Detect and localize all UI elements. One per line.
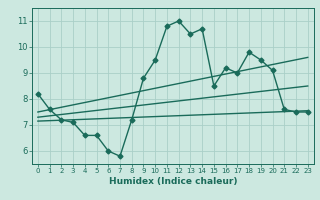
X-axis label: Humidex (Indice chaleur): Humidex (Indice chaleur): [108, 177, 237, 186]
